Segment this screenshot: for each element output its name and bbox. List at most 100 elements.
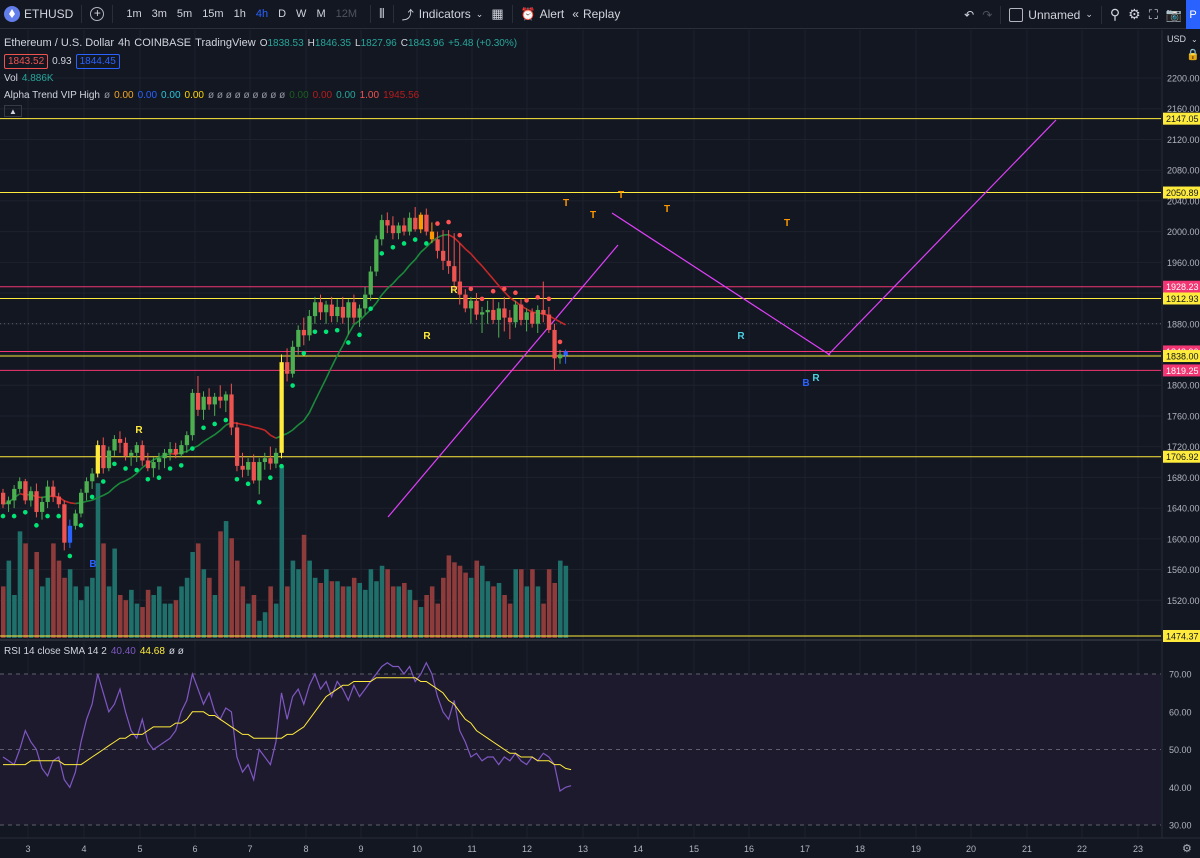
volume-bar xyxy=(390,586,396,638)
candle-body xyxy=(312,302,318,317)
interval-12m[interactable]: 12M xyxy=(335,8,358,20)
signal-marker: T xyxy=(618,190,624,201)
time-axis[interactable] xyxy=(0,838,1200,858)
interval-4h[interactable]: 4h xyxy=(255,8,269,20)
indicators-button[interactable]: ⤴ Indicators ⌄ xyxy=(398,0,488,29)
lock-icon[interactable]: 🔒 xyxy=(1186,48,1200,61)
volume-bar xyxy=(1,586,6,638)
moving-average-line xyxy=(554,318,561,323)
moving-average-line xyxy=(319,378,327,391)
candle-body xyxy=(251,462,256,481)
volume-bar xyxy=(335,581,340,638)
collapse-legend-button[interactable]: ▲ xyxy=(4,105,517,117)
moving-average-line xyxy=(386,282,394,290)
volume-bar xyxy=(246,603,251,638)
interval-1m[interactable]: 1m xyxy=(126,8,142,20)
bid-button[interactable]: 1843.52 xyxy=(4,54,49,69)
price-tick-label: 2120.00 xyxy=(1167,135,1200,145)
trend-line[interactable] xyxy=(611,212,831,356)
volume-bar xyxy=(184,577,190,638)
rsi-value: 40.40 xyxy=(110,646,136,657)
snapshot-button[interactable]: 📷 xyxy=(1162,0,1186,29)
interval-1h[interactable]: 1h xyxy=(233,8,246,20)
trend-dot xyxy=(245,481,251,487)
time-tick-label: 6 xyxy=(192,844,197,854)
volume-bar xyxy=(78,600,84,638)
volume-bar xyxy=(502,595,507,638)
price-axis[interactable] xyxy=(1162,30,1200,858)
interval-selector: 1m 3m 5m 15m 1h 4h D W M 12M xyxy=(117,0,366,29)
candle-body xyxy=(90,473,95,482)
compare-button[interactable]: + xyxy=(86,0,108,29)
candle-body xyxy=(279,362,284,453)
trend-line[interactable] xyxy=(827,119,1057,356)
alpha-value: ø ø ø ø ø ø ø ø ø xyxy=(207,90,286,101)
candle-body xyxy=(117,438,123,443)
fullscreen-button[interactable]: ⛶ xyxy=(1145,0,1162,29)
candle-body xyxy=(6,500,11,505)
settings-button[interactable]: ⚙ xyxy=(1124,0,1145,29)
symbol-search[interactable]: ETHUSD xyxy=(0,0,77,29)
publish-button[interactable]: P xyxy=(1186,0,1200,29)
currency-label[interactable]: USD xyxy=(1167,34,1187,44)
volume-bar xyxy=(429,586,435,638)
candle-body xyxy=(229,394,234,428)
price-pane[interactable] xyxy=(0,30,1161,638)
candle-body xyxy=(519,304,524,320)
trend-dot xyxy=(546,296,552,302)
settings-icon[interactable]: ⚙ xyxy=(1182,843,1192,855)
interval-m[interactable]: M xyxy=(316,8,326,20)
time-tick-label: 22 xyxy=(1077,844,1087,854)
alpha-trend-label: Alpha Trend VIP High xyxy=(4,90,100,101)
volume-bar xyxy=(106,586,112,638)
ask-button[interactable]: 1844.45 xyxy=(75,54,120,69)
volume-bar xyxy=(56,560,62,638)
interval-d[interactable]: D xyxy=(278,8,287,20)
candle-body xyxy=(134,445,139,453)
trend-dot xyxy=(502,286,507,292)
undo-icon: ↶ xyxy=(964,7,975,22)
level-price-label: 1912.93 xyxy=(1166,294,1199,304)
search-button[interactable]: ⚲ xyxy=(1106,0,1124,29)
volume-bar xyxy=(251,595,257,638)
interval-15m[interactable]: 15m xyxy=(202,8,224,20)
alert-button[interactable]: ⏰ Alert xyxy=(517,0,569,29)
candle-body xyxy=(51,486,56,497)
candle-body xyxy=(535,309,540,324)
interval-3m[interactable]: 3m xyxy=(151,8,167,20)
candle-body xyxy=(212,396,217,405)
volume-bar xyxy=(379,565,385,638)
candle-body xyxy=(396,225,401,234)
volume-bar xyxy=(474,560,480,638)
replay-button[interactable]: « Replay xyxy=(568,0,624,29)
candle-body xyxy=(218,396,223,401)
candle-body xyxy=(329,304,334,317)
interval-5m[interactable]: 5m xyxy=(176,8,193,20)
volume-bar xyxy=(34,552,39,638)
trend-line[interactable] xyxy=(387,244,619,518)
candle-body xyxy=(234,427,240,466)
volume-bar xyxy=(51,543,56,638)
redo-button[interactable]: ↷ xyxy=(978,0,996,29)
undo-button[interactable]: ↶ xyxy=(960,0,978,29)
interval-w[interactable]: W xyxy=(296,8,307,20)
chart-type-button[interactable]: ⦀ xyxy=(375,0,389,29)
moving-average-line xyxy=(130,472,138,479)
layout-button[interactable]: Unnamed ⌄ xyxy=(1005,0,1097,29)
bid-ask-row: 1843.52 0.93 1844.45 xyxy=(4,53,517,70)
chevron-up-icon: ▲ xyxy=(4,105,22,117)
templates-button[interactable]: ▦ xyxy=(487,0,507,29)
candle-body xyxy=(28,491,34,501)
trend-dot xyxy=(424,241,429,246)
volume-bar xyxy=(452,562,457,638)
volume-bar xyxy=(463,572,468,638)
candle-body xyxy=(407,217,412,232)
moving-average-line xyxy=(242,423,249,427)
moving-average-line xyxy=(509,297,516,303)
volume-bar xyxy=(368,569,374,638)
legend-source: TradingView xyxy=(195,37,256,49)
price-tick-label: 1520.00 xyxy=(1167,596,1200,606)
price-tick-label: 1880.00 xyxy=(1167,319,1200,329)
candle-body xyxy=(257,462,262,481)
